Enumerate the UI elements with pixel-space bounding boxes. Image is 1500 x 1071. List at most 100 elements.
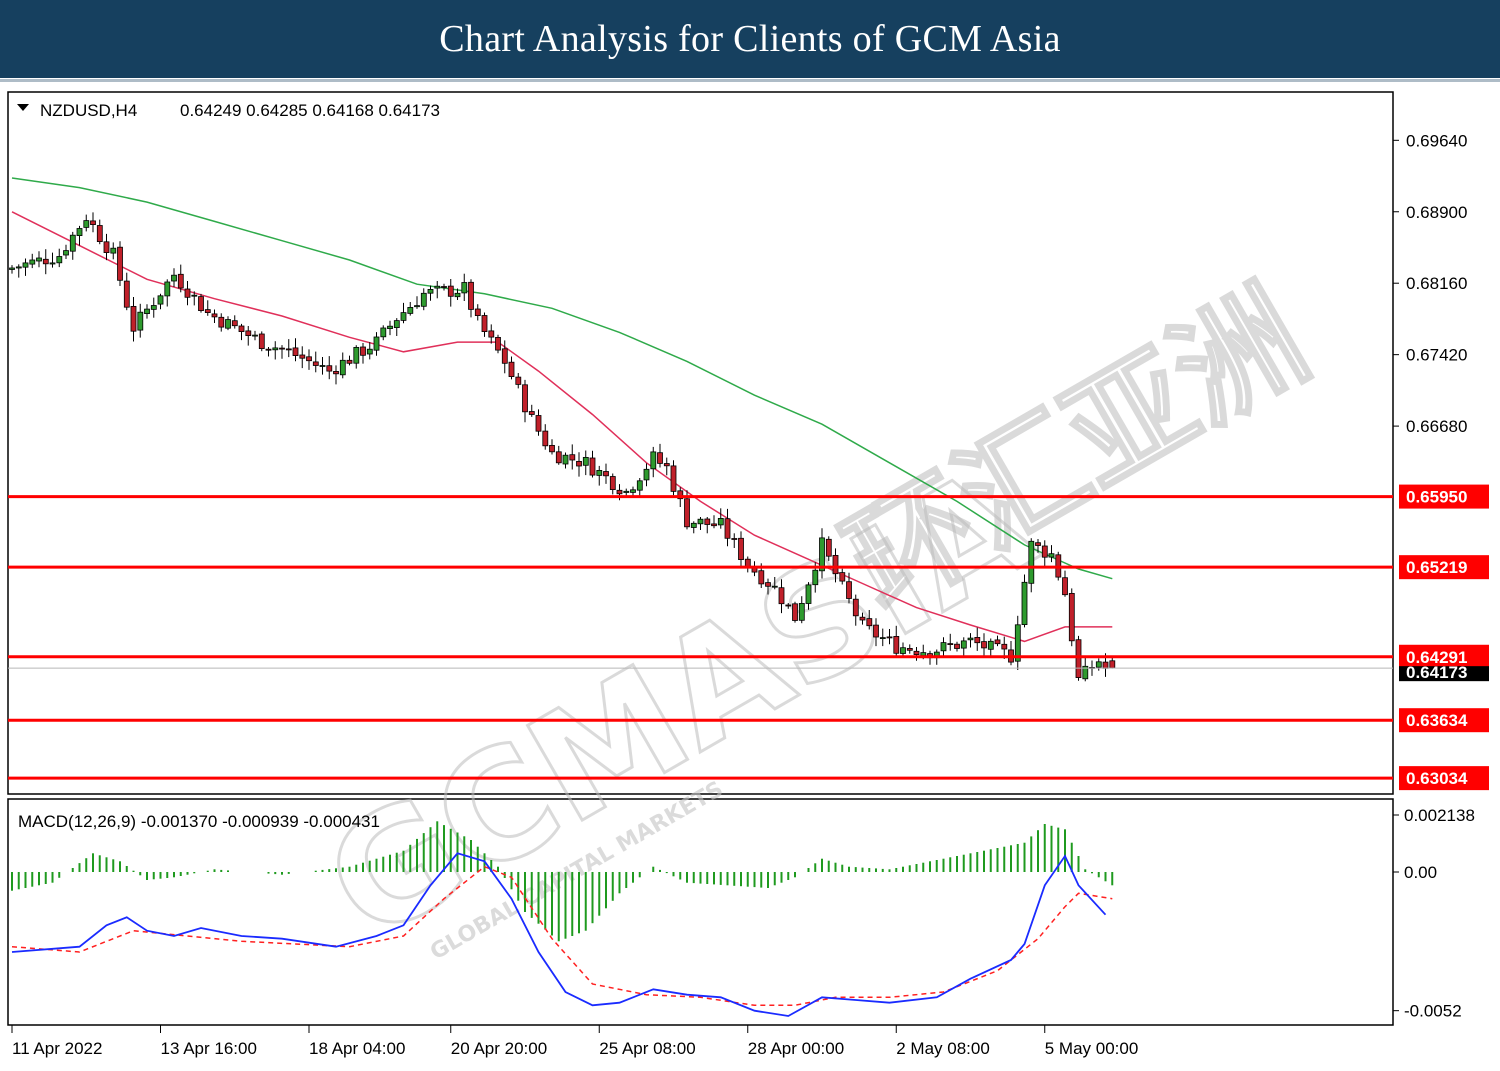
candle [238,323,245,341]
candle-body [312,361,319,366]
candle [285,339,292,358]
candle [312,351,319,373]
candle-body [873,624,879,638]
ma-fast-line [11,211,1113,643]
chart-menu-triangle-icon[interactable] [17,104,29,111]
candle [893,625,900,657]
macd-tick-label: 0.00 [1404,863,1437,882]
candle [306,349,312,370]
candle [974,627,981,651]
candle [643,463,650,487]
macd-tick-label: -0.0052 [1404,1002,1462,1021]
candle-body [400,312,407,321]
candle-body [123,280,130,308]
candle [987,638,994,657]
candle-body [657,452,663,464]
candle [528,404,535,417]
candle [22,258,29,276]
candle [731,533,738,548]
candle-body [191,294,198,297]
candle-body [987,640,994,650]
candle-body [623,490,630,493]
candle [947,633,954,651]
candle [245,326,252,346]
candle [184,281,191,306]
candle-body [1068,592,1075,642]
candle-body [589,457,596,476]
candle [164,279,171,307]
candle [1041,540,1048,567]
candle-body [603,471,609,477]
candle-body [15,266,22,269]
level-badge [1399,708,1489,733]
candle-body [738,537,744,560]
candle [56,248,63,268]
candle [454,288,461,300]
candle-body [643,468,650,481]
candle [549,439,555,455]
candle [474,304,481,321]
candle-body [481,315,488,333]
price-axis: 0.69640 0.68900 0.68160 0.67420 0.66680 [1393,131,1467,436]
candle-body [387,325,393,329]
candle-body [900,647,906,654]
candle-body [819,537,825,572]
candle-body [1062,577,1068,596]
candle-body [83,220,90,228]
candle [765,578,771,595]
candle-body [447,285,454,297]
candle-body [947,643,954,645]
candle-body [616,489,623,495]
candle [373,332,380,356]
candle-body [555,451,562,464]
candle-body [137,311,144,331]
candle [117,241,123,286]
level-badge [1399,766,1489,791]
macd-main-line [11,852,1107,1017]
candle-body [36,257,42,262]
candle-body [501,348,508,364]
candle-body [832,554,839,575]
candle [366,342,373,360]
level-label: 0.63634 [1406,711,1468,730]
title-banner: Chart Analysis for Clients of GCM Asia [0,0,1500,78]
candle-body [717,517,724,526]
candle-body [144,308,150,315]
candle [542,424,549,450]
candle-body [76,228,83,236]
candle [319,357,326,375]
candle-body [920,652,927,657]
candle [1014,615,1021,670]
candle-body [940,642,947,652]
candle [468,279,474,318]
candle [130,297,137,342]
candle [360,343,366,364]
candle-body [393,320,400,329]
candle [825,536,832,561]
candle [63,244,69,259]
candle [427,285,434,301]
candle-body [913,650,920,655]
candle [981,633,987,656]
candle-body [204,309,211,314]
candle [461,273,468,301]
candle [879,628,886,647]
candle-body [285,348,292,351]
candle-body [596,469,603,476]
candle-body [461,282,468,294]
candle-body [488,330,495,338]
candle-body [346,359,353,364]
level-badge [1399,555,1489,580]
candle [495,334,501,354]
macd-tick-label: 0.002138 [1404,806,1475,825]
candle [657,443,663,468]
candle-body [420,292,427,307]
candle [299,346,306,369]
level-badge [1399,644,1489,669]
candle-body [859,616,866,621]
candle [204,300,211,316]
candle [42,249,49,275]
candle-body [306,356,312,362]
candle-body [373,336,380,351]
candle [1021,574,1028,628]
